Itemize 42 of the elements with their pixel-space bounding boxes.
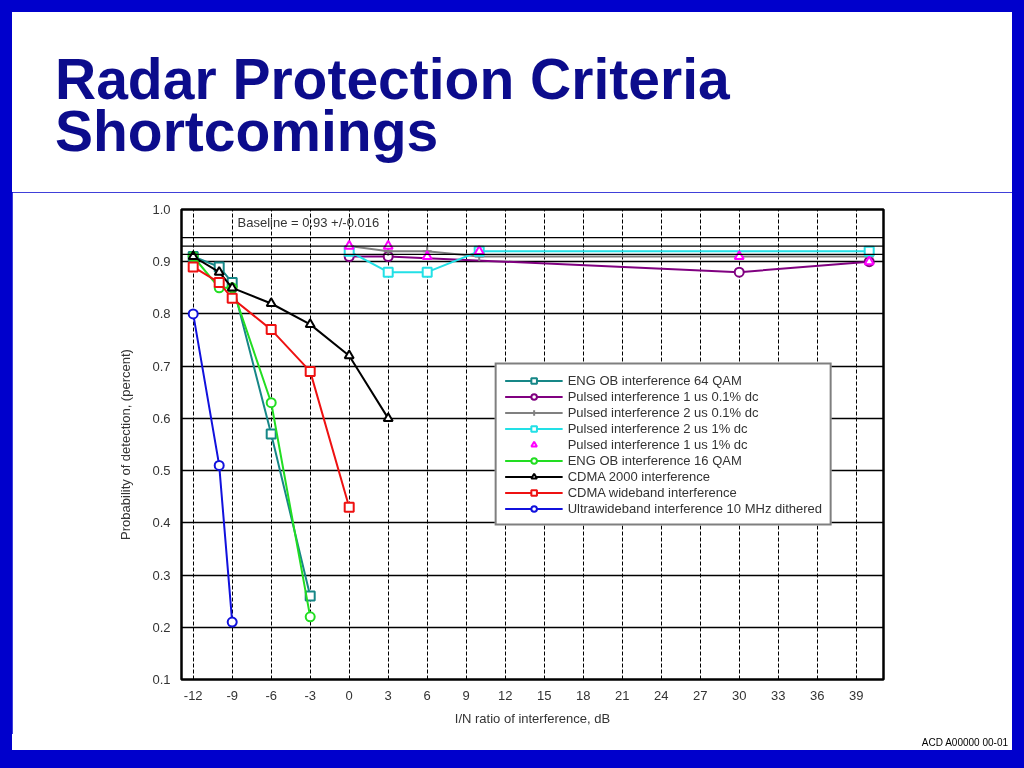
y-tick-label: 0.7 — [152, 358, 171, 374]
x-tick-label: 21 — [614, 687, 630, 703]
legend-label: Pulsed interference 2 us 0.1% dc — [567, 404, 759, 420]
x-tick-label: 6 — [423, 687, 431, 703]
legend-label: Ultrawideband interference 10 MHz dithered — [567, 500, 822, 516]
x-tick-label: 24 — [653, 687, 669, 703]
x-tick-label: -3 — [304, 687, 316, 703]
chart-title: Radar Protection Criteria Shortcomings — [54, 46, 731, 163]
y-tick-label: 0.6 — [152, 410, 171, 426]
legend-label: Pulsed interference 1 us 1% dc — [567, 436, 748, 452]
legend-label: ENG OB interference 64 QAM — [567, 372, 742, 388]
x-tick-label: -9 — [226, 687, 238, 703]
x-tick-label: 39 — [848, 687, 864, 703]
x-tick-label: 0 — [345, 687, 353, 703]
x-tick-label: -6 — [265, 687, 277, 703]
x-tick-label: 33 — [770, 687, 786, 703]
y-tick-label: 0.5 — [152, 463, 171, 479]
y-tick-label: 0.3 — [152, 567, 171, 583]
legend-label: Pulsed interference 2 us 1% dc — [567, 420, 748, 436]
legend-label: Pulsed interference 1 us 0.1% dc — [567, 388, 759, 404]
x-tick-label: -12 — [183, 687, 203, 703]
legend-label: CDMA 2000 interference — [567, 468, 710, 484]
y-tick-label: 0.1 — [152, 672, 171, 687]
x-tick-label: 27 — [692, 687, 708, 703]
x-tick-label: 36 — [809, 687, 825, 703]
y-tick-label: 0.9 — [152, 254, 171, 270]
x-tick-label: 9 — [462, 687, 470, 703]
x-tick-label: 15 — [536, 687, 552, 703]
y-axis-title: Probability of detection, (percent) — [118, 349, 134, 540]
y-tick-label: 0.4 — [152, 515, 171, 531]
y-tick-label: 0.2 — [152, 619, 171, 635]
annotation: Baseline = 0.93 +/-0.016 — [237, 215, 380, 230]
x-tick-label: 12 — [497, 687, 513, 703]
x-tick-label: 3 — [384, 687, 392, 703]
x-tick-label: 18 — [575, 687, 591, 703]
legend-label: ENG OB interference 16 QAM — [567, 452, 742, 468]
legend-label: CDMA wideband interference — [567, 484, 737, 500]
x-axis-title: I/N ratio of interference, dB — [454, 710, 611, 726]
x-tick-label: 30 — [731, 687, 747, 703]
y-tick-label: 0.8 — [152, 306, 171, 322]
y-tick-label: 1.0 — [152, 202, 171, 217]
text: ACD A00000 00-01 — [920, 737, 1008, 749]
